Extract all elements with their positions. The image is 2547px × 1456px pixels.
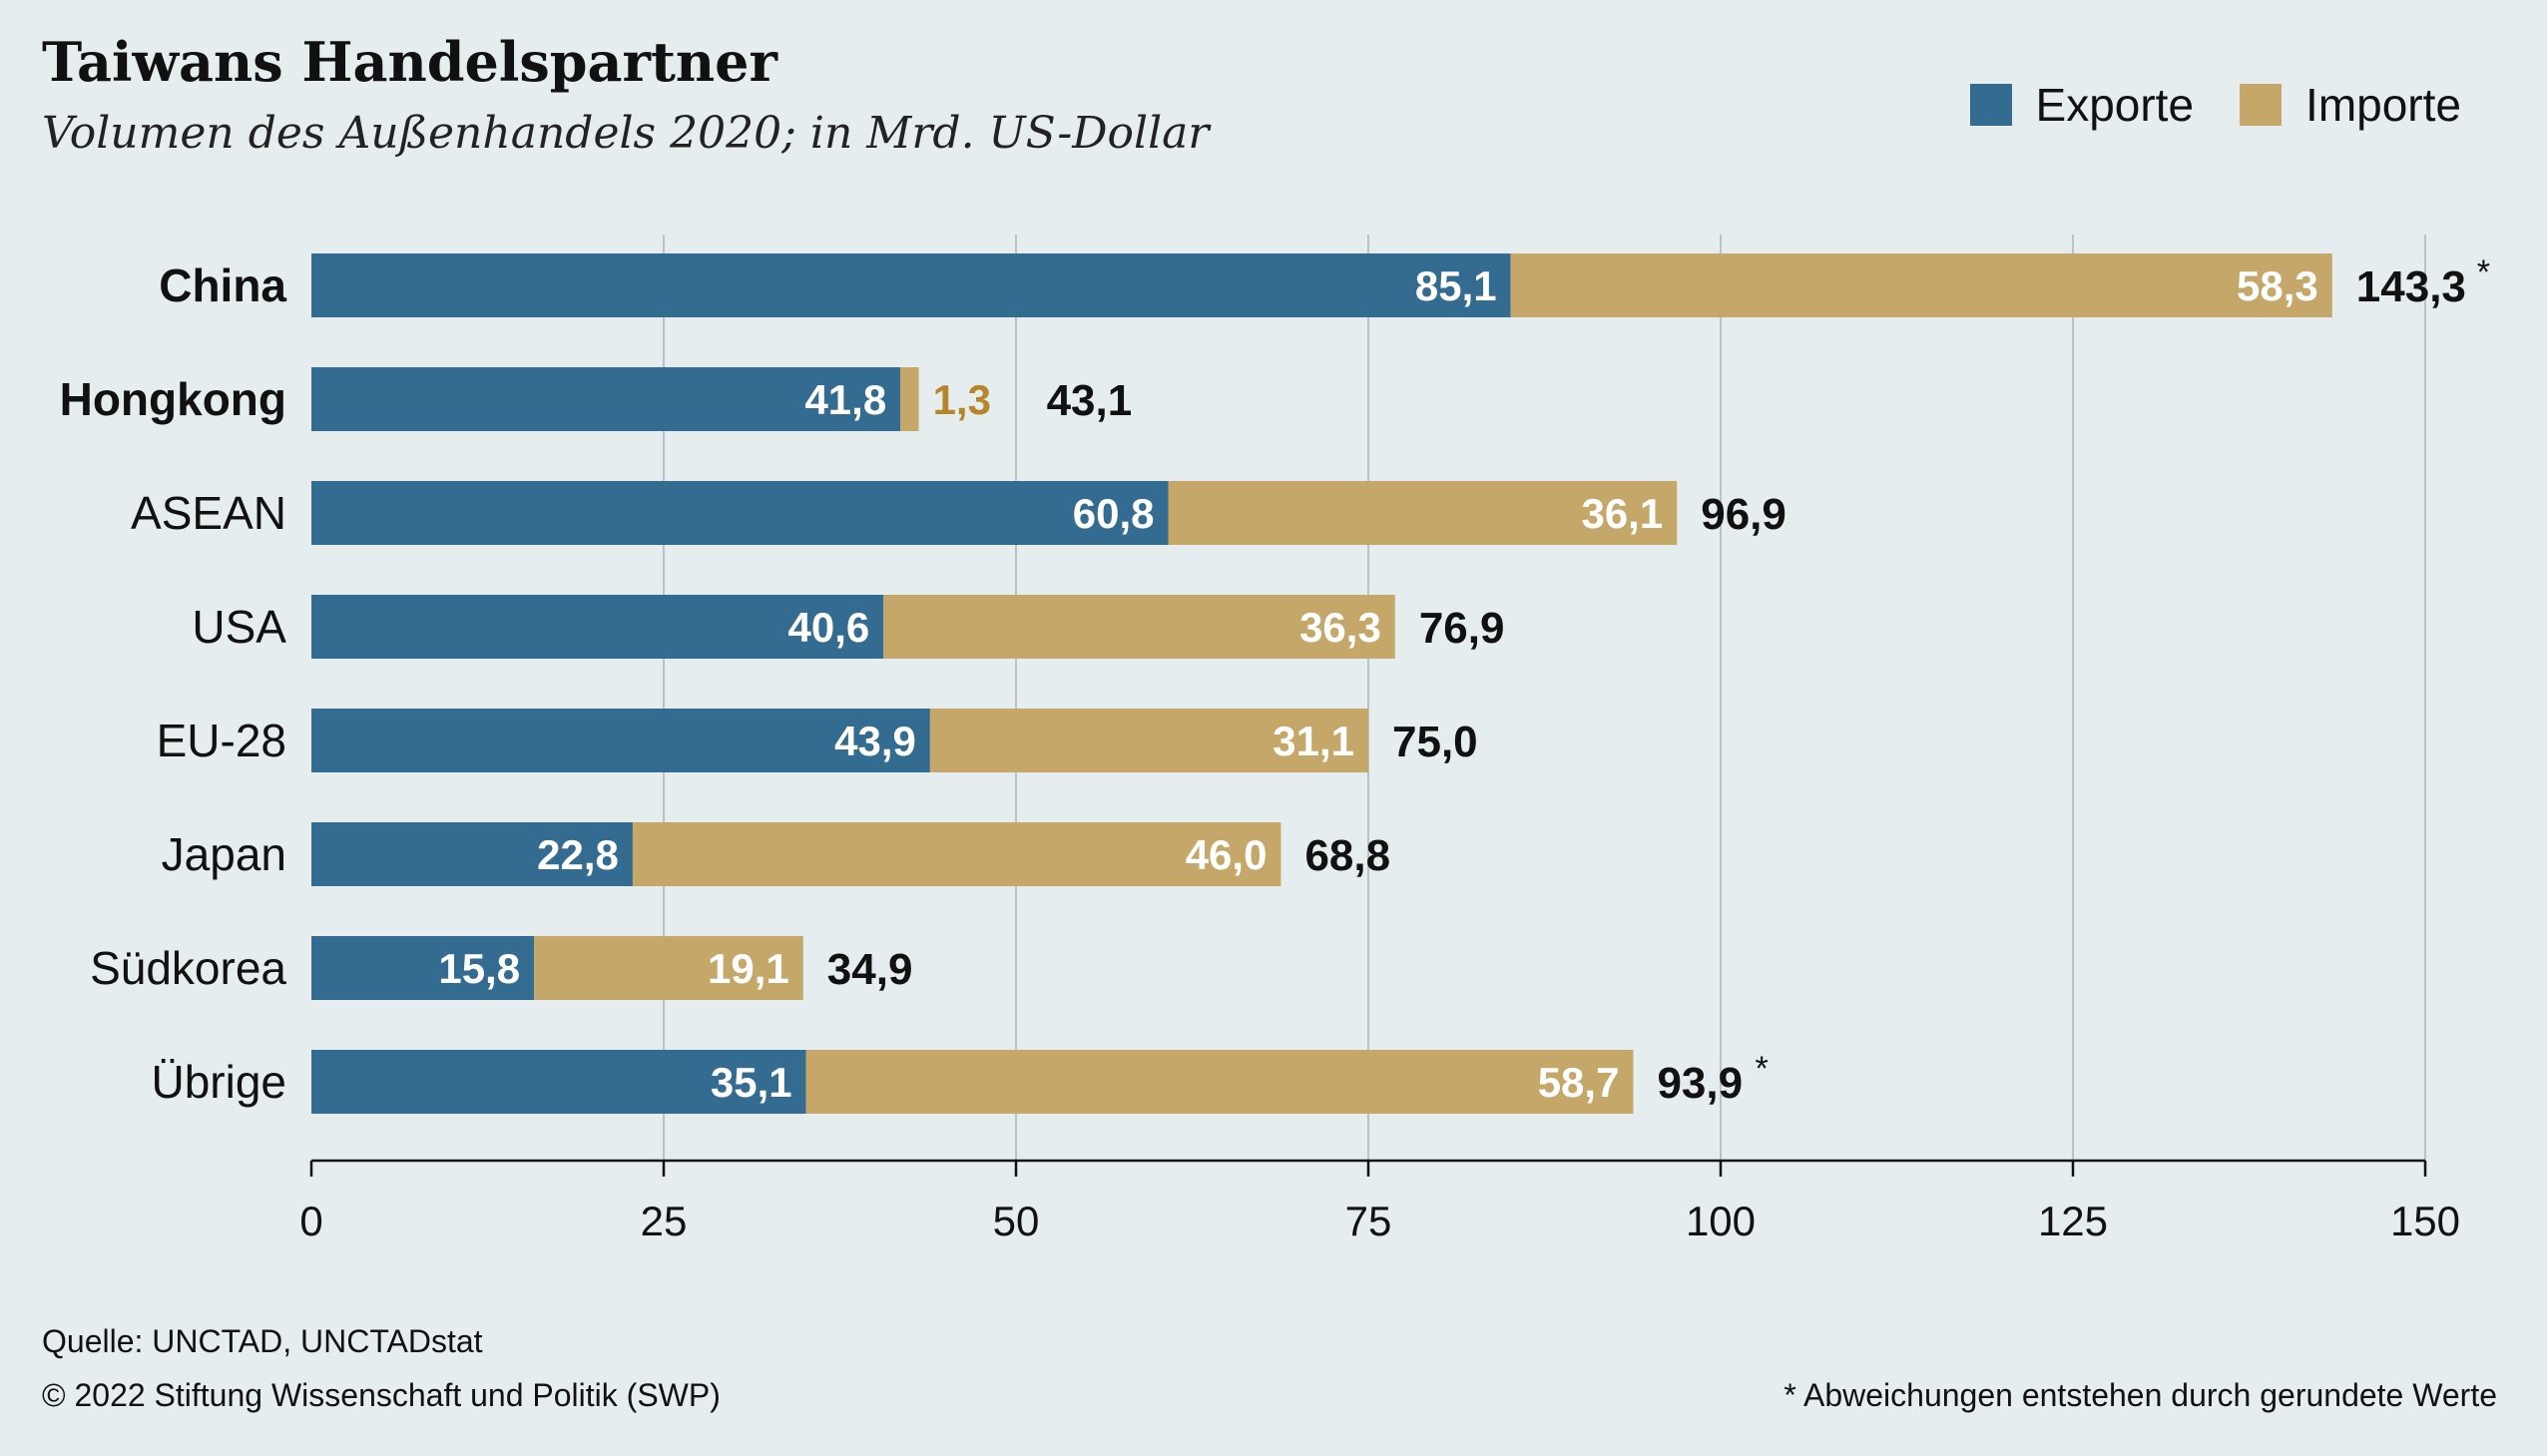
data-label-exports: 22,8 — [537, 831, 619, 878]
chart-title: Taiwans Handelspartner — [42, 30, 777, 94]
x-tick-label: 100 — [1686, 1198, 1756, 1244]
x-tick-label: 75 — [1345, 1198, 1392, 1244]
bar-exports — [311, 936, 535, 1000]
data-label-imports: 36,3 — [1299, 604, 1381, 651]
data-label-imports: 36,1 — [1581, 490, 1663, 537]
data-label-exports: 60,8 — [1073, 490, 1155, 537]
category-label: Südkorea — [90, 942, 286, 994]
chart-subtitle: Volumen des Außenhandels 2020; in Mrd. U… — [42, 108, 1210, 159]
data-label-exports: 15,8 — [438, 945, 520, 992]
data-label-exports: 43,9 — [834, 718, 916, 764]
total-label: 93,9 — [1657, 1059, 1743, 1108]
bar-exports — [311, 253, 1511, 317]
total-label: 34,9 — [827, 945, 913, 994]
legend-swatch-exports — [1969, 84, 2012, 126]
data-label-exports: 35,1 — [711, 1059, 792, 1106]
copyright-note: © 2022 Stiftung Wissenschaft und Politik… — [42, 1377, 721, 1413]
data-label-imports: 19,1 — [708, 945, 789, 992]
bar-imports — [883, 595, 1395, 659]
category-label: Hongkong — [60, 373, 286, 425]
total-label: 96,9 — [1701, 490, 1786, 539]
bar-exports — [311, 367, 901, 431]
x-tick-label: 125 — [2038, 1198, 2108, 1244]
x-tick-label: 50 — [993, 1198, 1040, 1244]
legend-label-exports: Exporte — [2035, 79, 2195, 131]
bar-imports — [1510, 253, 2332, 317]
footnote-marker: * — [1755, 1050, 1768, 1088]
bar-imports — [1168, 481, 1678, 545]
bar-exports — [311, 595, 884, 659]
total-label: 143,3 — [2356, 262, 2466, 311]
bar-imports — [632, 822, 1281, 886]
total-label: 76,9 — [1419, 604, 1505, 653]
category-label: China — [159, 259, 286, 311]
legend-swatch-imports — [2240, 84, 2283, 126]
data-label-imports: 31,1 — [1273, 718, 1354, 764]
x-tick-label: 25 — [641, 1198, 688, 1244]
data-label-imports: 58,3 — [2237, 262, 2318, 309]
category-label: EU-28 — [157, 715, 286, 766]
bar-exports — [311, 481, 1169, 545]
data-label-imports: 58,7 — [1538, 1059, 1620, 1106]
data-label-imports: 46,0 — [1186, 831, 1268, 878]
category-label: USA — [192, 601, 286, 653]
x-tick-label: 0 — [299, 1198, 322, 1244]
legend-item-imports: Importe — [2240, 78, 2461, 132]
legend-label-imports: Importe — [2305, 79, 2461, 131]
bar-imports — [900, 367, 919, 431]
bar-chart: China 85,1 58,3 143,3 * Hongkong 41,8 1,3 43,1 AS… — [60, 235, 2490, 1244]
total-label: 75,0 — [1392, 718, 1478, 766]
bar-imports — [929, 709, 1368, 772]
rounding-footnote: * Abweichungen entstehen durch gerundete… — [1783, 1377, 2497, 1413]
data-label-exports: 40,6 — [788, 604, 870, 651]
category-label: Japan — [162, 828, 286, 880]
data-label-imports: 1,3 — [933, 376, 991, 423]
category-label: ASEAN — [131, 487, 286, 539]
total-label: 68,8 — [1304, 831, 1390, 880]
x-tick-label: 150 — [2390, 1198, 2460, 1244]
legend-item-exports: Exporte — [1969, 78, 2195, 132]
bar-exports — [311, 1050, 806, 1114]
total-label: 43,1 — [1047, 376, 1133, 425]
bar-imports — [805, 1050, 1634, 1114]
bar-imports — [534, 936, 803, 1000]
source-note: Quelle: UNCTAD, UNCTADstat — [42, 1323, 483, 1359]
bar-exports — [311, 822, 633, 886]
footnote-marker: * — [2477, 253, 2490, 291]
legend: Exporte Importe — [1969, 78, 2461, 132]
bar-exports — [311, 709, 930, 772]
category-label: Übrige — [151, 1056, 286, 1108]
data-label-exports: 41,8 — [804, 376, 886, 423]
data-label-exports: 85,1 — [1415, 262, 1497, 309]
